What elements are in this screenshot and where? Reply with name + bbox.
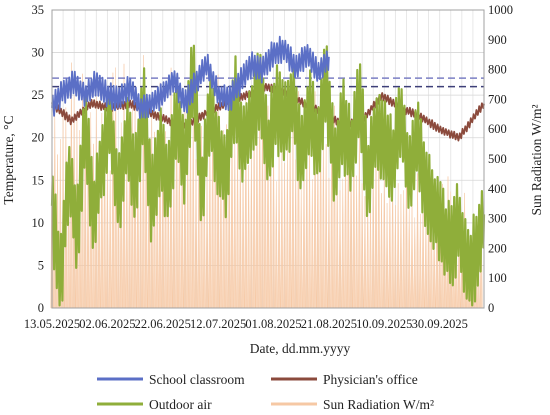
legend-label-outdoor-air: Outdoor air	[149, 397, 212, 412]
y2-tick-label: 500	[488, 152, 507, 166]
legend-label-sun-radiation: Sun Radiation W/m²	[323, 397, 434, 412]
x-axis-ticks: 13.05.2025 02.06.2025 22.06.2025 12.07.2025…	[24, 317, 468, 331]
y2-tick-label: 300	[488, 212, 507, 226]
y2-tick-label: 700	[488, 92, 507, 106]
legend: School classroom Physician's office Outd…	[97, 372, 434, 412]
x-tick-label: 02.06.2025	[79, 317, 135, 331]
x-axis-title: Date, dd.mm.yyyy	[250, 341, 351, 356]
x-tick-label: 22.06.2025	[135, 317, 191, 331]
x-tick-label: 13.05.2025	[24, 317, 80, 331]
y2-tick-label: 0	[488, 301, 494, 315]
y-tick-label: 25	[32, 88, 45, 102]
series-line-outdoor-air	[50, 44, 486, 307]
legend-label-school-classroom: School classroom	[149, 372, 245, 387]
left-y-axis-ticks: 0 5 10 15 20 25 30 35	[32, 3, 45, 315]
y-tick-label: 10	[32, 216, 45, 230]
y2-tick-label: 800	[488, 63, 507, 77]
y2-axis-title: Sun Radiation W/m²	[529, 104, 544, 215]
y-tick-label: 5	[38, 258, 44, 272]
y-tick-label: 35	[32, 3, 45, 17]
series-line-physicians-office	[51, 83, 485, 142]
x-tick-label: 12.07.2025	[190, 317, 246, 331]
y2-tick-label: 600	[488, 122, 507, 136]
plot-frame	[51, 9, 485, 309]
y-tick-label: 0	[38, 301, 44, 315]
right-y-axis-ticks: 0 100 200 300 400 500 600 700 800 900 1000	[488, 3, 513, 315]
x-tick-label: 01.08.2025	[245, 317, 301, 331]
y-tick-label: 30	[32, 46, 45, 60]
y-axis-title: Temperature, °C	[1, 115, 16, 204]
y2-tick-label: 200	[488, 241, 507, 255]
y2-tick-label: 1000	[488, 3, 513, 17]
temperature-lines	[50, 35, 486, 307]
y-tick-label: 20	[32, 131, 45, 145]
x-tick-label: 30.09.2025	[412, 317, 468, 331]
y2-tick-label: 100	[488, 271, 507, 285]
y2-tick-label: 400	[488, 182, 507, 196]
y2-tick-label: 900	[488, 33, 507, 47]
x-tick-label: 10.09.2025	[356, 317, 412, 331]
series-line-school-classroom	[51, 35, 330, 119]
x-tick-label: 21.08.2025	[301, 317, 357, 331]
legend-label-physicians-office: Physician's office	[323, 372, 418, 387]
y-tick-label: 15	[32, 173, 45, 187]
